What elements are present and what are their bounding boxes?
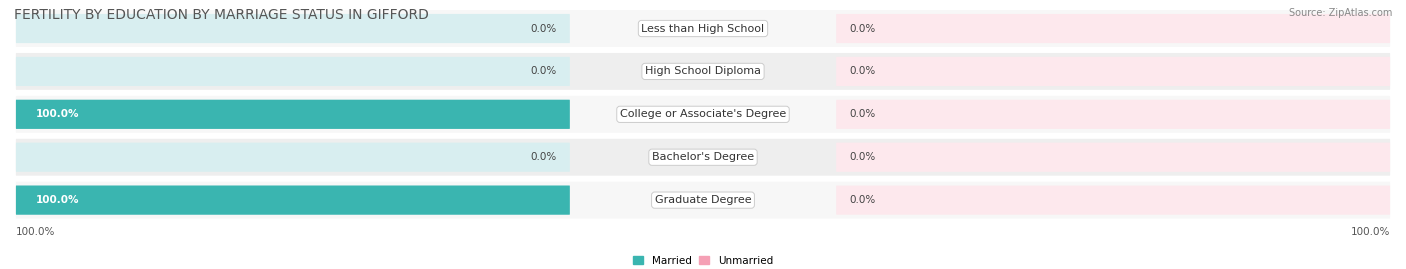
FancyBboxPatch shape [15,57,569,86]
Text: 100.0%: 100.0% [37,109,80,119]
FancyBboxPatch shape [15,53,1391,90]
Text: 0.0%: 0.0% [849,109,876,119]
FancyBboxPatch shape [15,96,1391,133]
Text: Less than High School: Less than High School [641,23,765,34]
FancyBboxPatch shape [837,57,1391,86]
Text: 0.0%: 0.0% [849,23,876,34]
Text: 100.0%: 100.0% [15,227,55,237]
Text: FERTILITY BY EDUCATION BY MARRIAGE STATUS IN GIFFORD: FERTILITY BY EDUCATION BY MARRIAGE STATU… [14,8,429,22]
Text: Graduate Degree: Graduate Degree [655,195,751,205]
FancyBboxPatch shape [15,182,1391,219]
FancyBboxPatch shape [15,100,569,129]
Legend: Married, Unmarried: Married, Unmarried [628,252,778,269]
FancyBboxPatch shape [837,143,1391,172]
Text: Bachelor's Degree: Bachelor's Degree [652,152,754,162]
FancyBboxPatch shape [15,14,569,43]
FancyBboxPatch shape [837,14,1391,43]
FancyBboxPatch shape [15,186,569,215]
FancyBboxPatch shape [15,10,1391,47]
FancyBboxPatch shape [15,186,569,215]
Text: 100.0%: 100.0% [37,195,80,205]
Text: 100.0%: 100.0% [1351,227,1391,237]
FancyBboxPatch shape [15,143,569,172]
FancyBboxPatch shape [837,186,1391,215]
FancyBboxPatch shape [15,100,569,129]
FancyBboxPatch shape [15,139,1391,176]
Text: 0.0%: 0.0% [530,23,557,34]
Text: 0.0%: 0.0% [849,152,876,162]
Text: High School Diploma: High School Diploma [645,66,761,76]
Text: 0.0%: 0.0% [530,152,557,162]
Text: 0.0%: 0.0% [849,195,876,205]
Text: 0.0%: 0.0% [530,66,557,76]
Text: College or Associate's Degree: College or Associate's Degree [620,109,786,119]
Text: 0.0%: 0.0% [849,66,876,76]
FancyBboxPatch shape [837,100,1391,129]
Text: Source: ZipAtlas.com: Source: ZipAtlas.com [1288,8,1392,18]
